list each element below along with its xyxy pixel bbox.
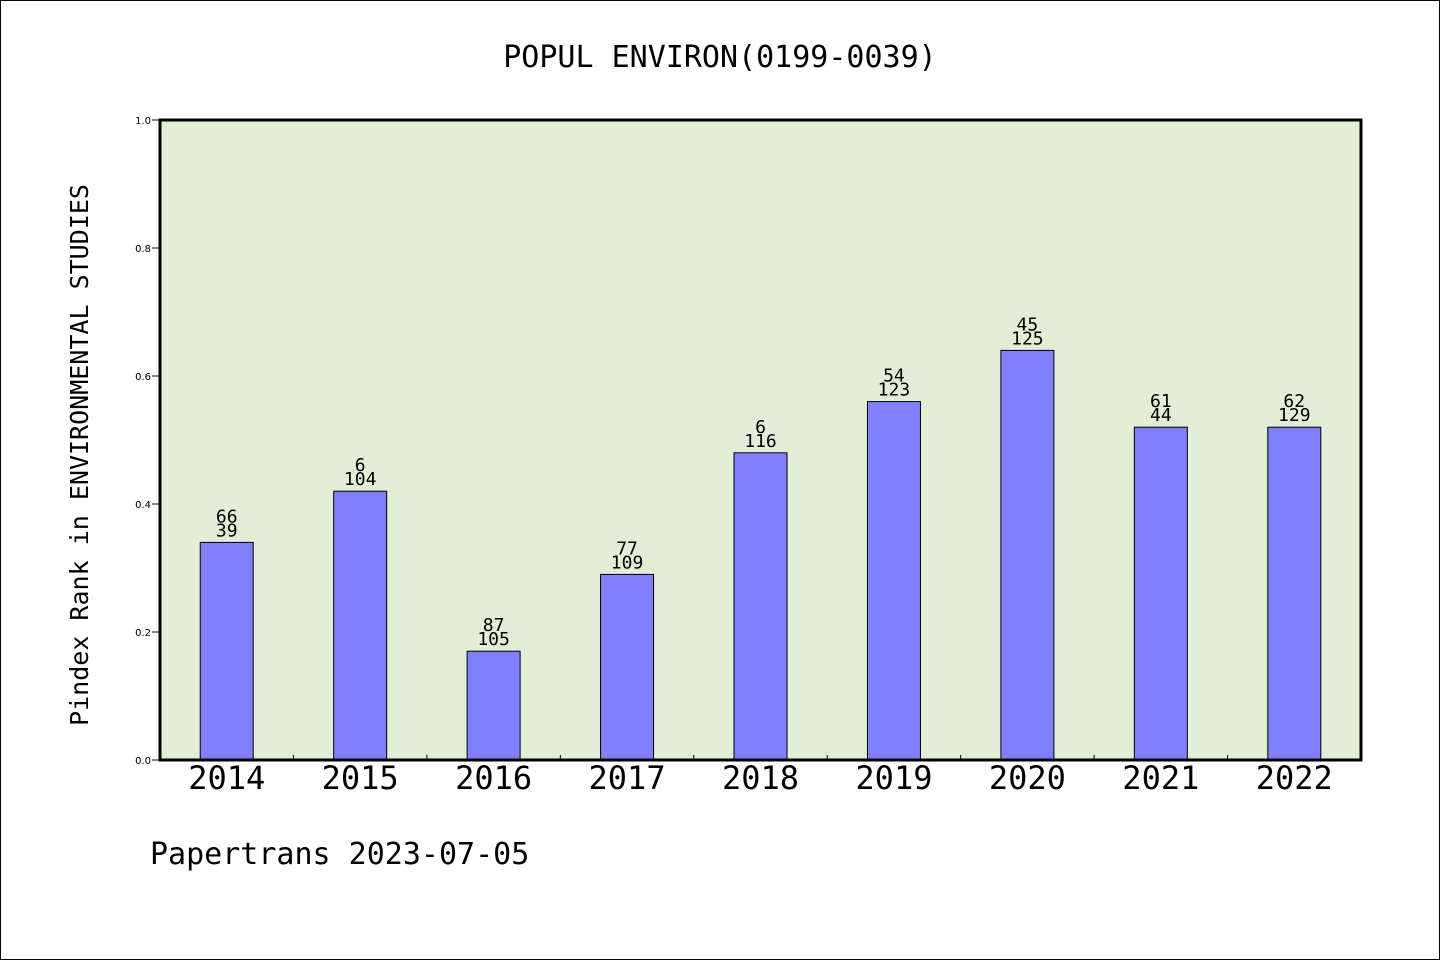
bar-2017: [600, 573, 655, 761]
y-axis-label: Pindex Rank in ENVIRONMENTAL STUDIES: [65, 184, 94, 726]
data-label-top-2018: 6: [755, 417, 766, 438]
data-label-top-2020: 45: [1017, 314, 1039, 335]
data-label-bottom-2020: 125: [1011, 328, 1044, 349]
data-label-top-2015: 6: [355, 455, 366, 476]
x-tick-label-2018: 2018: [722, 759, 799, 797]
x-tick-label-2022: 2022: [1256, 759, 1333, 797]
x-tick-label-2015: 2015: [322, 759, 399, 797]
y-tick-label: 0.2: [135, 628, 151, 639]
footer-credit: Papertrans 2023-07-05: [150, 837, 529, 872]
data-label-bottom-2019: 123: [878, 380, 911, 401]
x-tick-label-2019: 2019: [855, 759, 932, 797]
bar-2014: [199, 541, 254, 761]
data-label-top-2014: 66: [216, 506, 238, 527]
data-label-bottom-2018: 116: [744, 431, 777, 452]
data-label-bottom-2017: 109: [611, 552, 644, 573]
x-tick-label-2017: 2017: [589, 759, 666, 797]
bar-2022: [1267, 426, 1322, 761]
x-axis-ticks: 2014 2015 2016 2017 2018 2019 2020 2021 2022: [188, 755, 1333, 797]
x-tick-label-2021: 2021: [1122, 759, 1199, 797]
bar-2020: [1000, 349, 1055, 761]
bars-group: [199, 349, 1322, 761]
x-tick-label-2020: 2020: [989, 759, 1066, 797]
x-tick-label-2016: 2016: [455, 759, 532, 797]
data-label-top-2022: 62: [1283, 391, 1305, 412]
y-axis-ticks: 0.0 0.2 0.4 0.6 0.8 1.0: [135, 116, 160, 767]
y-tick-label: 0.8: [135, 244, 151, 255]
data-label-bottom-2021: 44: [1150, 405, 1172, 426]
data-label-bottom-2015: 104: [344, 469, 377, 490]
bar-2019: [866, 401, 921, 761]
data-label-bottom-2016: 105: [477, 629, 510, 650]
y-tick-label: 0.4: [135, 500, 151, 511]
x-tick-label-2014: 2014: [188, 759, 265, 797]
plot-border: [158, 118, 1363, 762]
data-labels-group: 6639610487105771096116541234512561446212…: [216, 314, 1311, 650]
data-label-bottom-2022: 129: [1278, 405, 1311, 426]
y-tick-label: 0.0: [135, 756, 151, 767]
data-label-top-2016: 87: [483, 615, 505, 636]
data-label-top-2017: 77: [616, 538, 638, 559]
bar-2016: [466, 650, 521, 761]
bar-2015: [333, 490, 388, 761]
data-label-top-2019: 54: [883, 366, 905, 387]
bar-2021: [1133, 426, 1188, 761]
y-tick-label: 1.0: [135, 116, 151, 127]
chart-title: POPUL ENVIRON(0199-0039): [503, 40, 936, 75]
data-label-bottom-2014: 39: [216, 520, 238, 541]
y-tick-label: 0.6: [135, 372, 151, 383]
bar-2018: [733, 452, 788, 761]
data-label-top-2021: 61: [1150, 391, 1172, 412]
